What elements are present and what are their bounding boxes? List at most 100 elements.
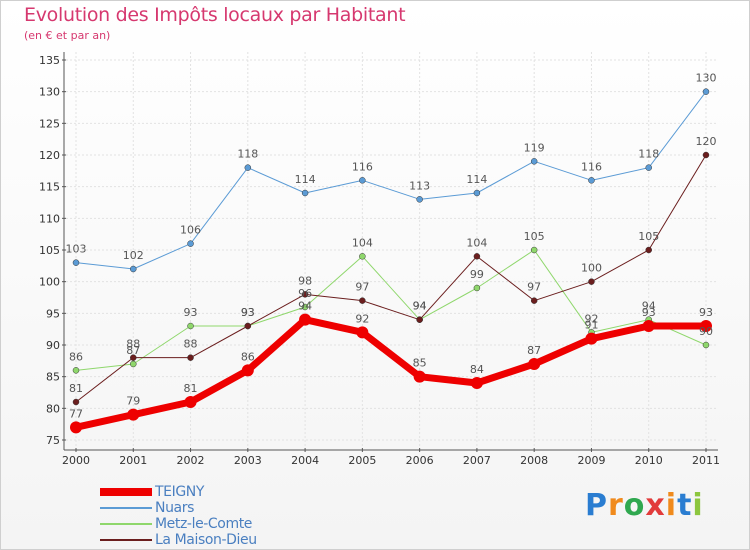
- point-nuars: [187, 240, 194, 247]
- logo-letter: i: [665, 488, 678, 523]
- y-tick-label: 80: [46, 402, 60, 415]
- series-line-teigny: [72, 316, 710, 431]
- data-label-nuars: 119: [524, 141, 545, 154]
- legend-label-nuars: Nuars: [155, 500, 194, 516]
- data-label-nuars: 103: [66, 243, 87, 256]
- series-lines: [70, 88, 712, 434]
- data-label-nuars: 116: [581, 160, 602, 173]
- data-label-la-maison-dieu: 93: [241, 306, 255, 319]
- x-tick-label: 2007: [463, 454, 491, 467]
- legend-item-la-maison-dieu: La Maison-Dieu: [100, 532, 360, 548]
- data-label-la-maison-dieu: 97: [527, 281, 541, 294]
- chart-title: Evolution des Impôts locaux par Habitant: [24, 4, 406, 26]
- point-teigny: [127, 408, 140, 421]
- data-label-metz-le-comte: 96: [298, 287, 312, 300]
- point-metz-le-comte: [702, 341, 710, 349]
- data-label-teigny: 92: [355, 312, 369, 325]
- point-la-maison-dieu: [187, 354, 194, 361]
- data-label-teigny: 86: [241, 350, 255, 363]
- logo-letter: o: [623, 488, 646, 523]
- logo-letter: r: [608, 488, 624, 523]
- point-la-maison-dieu: [359, 297, 366, 304]
- x-tick-label: 2010: [635, 454, 663, 467]
- point-teigny: [356, 326, 369, 339]
- logo-letter: x: [645, 488, 666, 523]
- point-teigny: [700, 320, 712, 332]
- x-tick-label: 2005: [348, 454, 376, 467]
- point-nuars: [416, 196, 423, 203]
- data-label-la-maison-dieu: 88: [126, 338, 140, 351]
- point-la-maison-dieu: [645, 246, 652, 254]
- x-tick-label: 2009: [577, 454, 605, 467]
- data-label-metz-le-comte: 93: [241, 306, 255, 319]
- point-teigny: [528, 358, 541, 370]
- legend-label-teigny: TEIGNY: [155, 484, 204, 500]
- data-label-nuars: 130: [696, 72, 717, 85]
- data-label-nuars: 102: [123, 249, 144, 262]
- point-la-maison-dieu: [702, 151, 710, 159]
- y-tick-label: 135: [39, 54, 60, 67]
- point-metz-le-comte: [72, 367, 80, 374]
- x-tick-label: 2004: [291, 454, 319, 467]
- data-label-teigny: 84: [470, 363, 484, 376]
- point-teigny: [70, 421, 82, 434]
- point-la-maison-dieu: [416, 316, 423, 323]
- point-metz-le-comte: [187, 322, 194, 330]
- legend-swatch-metz-le-comte: [100, 523, 152, 525]
- data-label-nuars: 114: [295, 173, 316, 186]
- data-label-metz-le-comte: 86: [69, 350, 83, 363]
- point-nuars: [359, 177, 366, 184]
- point-teigny: [642, 320, 655, 332]
- data-label-nuars: 106: [180, 224, 201, 237]
- legend-label-la-maison-dieu: La Maison-Dieu: [155, 532, 257, 548]
- data-label-metz-le-comte: 99: [470, 268, 484, 281]
- data-label-teigny: 81: [184, 382, 198, 395]
- point-nuars: [702, 88, 710, 95]
- data-label-nuars: 114: [466, 173, 487, 186]
- y-tick-label: 115: [39, 181, 60, 194]
- point-la-maison-dieu: [588, 278, 595, 285]
- legend-swatch-la-maison-dieu: [100, 539, 152, 541]
- x-tick-label: 2011: [692, 454, 720, 467]
- data-label-teigny: 87: [527, 344, 541, 357]
- data-label-metz-le-comte: 93: [184, 306, 198, 319]
- data-label-la-maison-dieu: 94: [413, 300, 427, 313]
- point-la-maison-dieu: [530, 297, 538, 304]
- y-tick-label: 110: [39, 212, 60, 225]
- data-label-teigny: 79: [126, 395, 140, 408]
- point-metz-le-comte: [530, 246, 538, 254]
- data-label-teigny: 94: [298, 300, 312, 313]
- data-label-metz-le-comte: 92: [584, 312, 598, 325]
- y-tick-label: 95: [46, 307, 60, 320]
- chart-subtitle: (en € et par an): [24, 29, 111, 42]
- legend-label-metz-le-comte: Metz-le-Comte: [155, 516, 253, 532]
- point-nuars: [473, 189, 481, 197]
- point-teigny: [184, 396, 197, 408]
- data-label-la-maison-dieu: 88: [184, 338, 198, 351]
- data-label-teigny: 85: [413, 357, 427, 370]
- data-label-la-maison-dieu: 98: [298, 274, 312, 287]
- point-metz-le-comte: [301, 303, 309, 311]
- point-teigny: [241, 364, 254, 377]
- data-label-metz-le-comte: 94: [413, 300, 427, 313]
- point-nuars: [645, 164, 652, 171]
- data-label-la-maison-dieu: 81: [69, 382, 83, 395]
- data-label-la-maison-dieu: 97: [355, 281, 369, 294]
- point-teigny: [299, 313, 312, 326]
- data-label-nuars: 113: [409, 179, 430, 192]
- legend-swatch-nuars: [100, 507, 152, 509]
- y-tick-label: 125: [39, 117, 60, 130]
- series-line-metz-le-comte: [75, 249, 707, 371]
- x-tick-label: 2001: [119, 454, 147, 467]
- legend-item-metz-le-comte: Metz-le-Comte: [100, 516, 360, 532]
- point-la-maison-dieu: [244, 322, 252, 330]
- point-la-maison-dieu: [130, 354, 137, 361]
- point-nuars: [244, 164, 252, 171]
- axes: 75 80 85 90 95 100 105 110 115 120 125 130 135 2000 20…: [39, 52, 720, 467]
- logo-letter: t: [677, 488, 693, 523]
- legend-item-teigny: TEIGNY: [100, 484, 360, 500]
- logo-letter: P: [585, 488, 608, 523]
- data-label-teigny: 93: [642, 306, 656, 319]
- grid-lines: [66, 52, 716, 448]
- series-line-nuars: [75, 91, 707, 270]
